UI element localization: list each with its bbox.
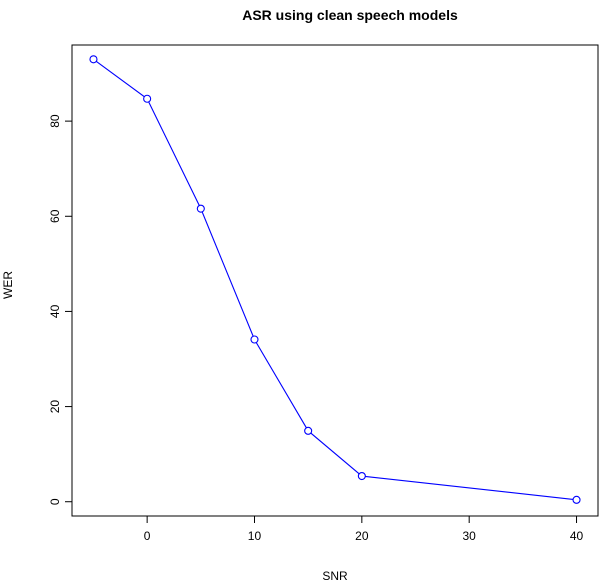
data-point xyxy=(250,335,259,344)
y-tick-label: 20 xyxy=(48,400,62,414)
y-tick-label: 0 xyxy=(48,498,62,505)
data-point xyxy=(572,495,581,504)
x-tick-label: 0 xyxy=(144,529,151,543)
x-tick-label: 20 xyxy=(355,529,369,543)
data-point xyxy=(304,426,313,435)
x-tick-label: 40 xyxy=(570,529,584,543)
x-axis-label: SNR xyxy=(322,569,348,583)
data-point xyxy=(196,204,205,213)
data-point xyxy=(89,55,98,64)
data-point xyxy=(143,94,152,103)
y-tick-label: 80 xyxy=(48,114,62,128)
chart-title: ASR using clean speech models xyxy=(242,7,458,23)
y-tick-label: 60 xyxy=(48,209,62,223)
x-axis: 0 10 20 30 40 xyxy=(144,516,584,543)
series-line-0 xyxy=(93,58,577,501)
plot-frame xyxy=(71,44,599,517)
y-axis: 0 20 40 60 80 xyxy=(48,114,72,505)
x-tick-label: 10 xyxy=(248,529,262,543)
y-axis-label: WER xyxy=(1,271,15,299)
y-tick-label: 40 xyxy=(48,304,62,318)
series-group xyxy=(89,55,581,504)
x-tick-label: 30 xyxy=(463,529,477,543)
data-point xyxy=(357,471,366,481)
